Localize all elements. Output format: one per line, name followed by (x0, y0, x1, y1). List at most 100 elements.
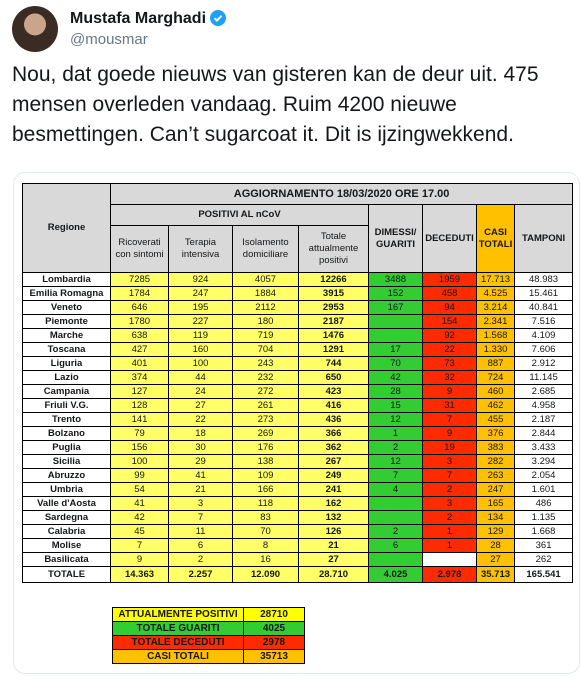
data-row: Basilicata 9 2 16 27 27 262 (22, 552, 574, 567)
data-cell: 4 (368, 482, 423, 497)
data-cell: 724 (476, 370, 515, 385)
data-cell: 100 (168, 356, 233, 371)
region-name: Puglia (22, 440, 111, 455)
data-row: Campania 127 24 272 423 28 9 460 2.685 (22, 384, 574, 399)
data-cell: 7.516 (513, 314, 574, 329)
data-cell: 1780 (110, 314, 169, 329)
data-cell: 18 (168, 426, 233, 441)
data-cell: 455 (476, 412, 515, 427)
data-cell: 4057 (232, 272, 299, 287)
data-cell: 162 (298, 496, 369, 511)
data-cell: 15 (368, 398, 423, 413)
data-cell: 129 (476, 524, 515, 539)
tweet-header: Mustafa Marghadi @mousmar (12, 6, 572, 52)
data-cell: 27 (298, 552, 369, 567)
data-cell: 1476 (298, 328, 369, 343)
region-name: Veneto (22, 300, 111, 315)
data-cell: 744 (298, 356, 369, 371)
data-cell: 2 (422, 510, 477, 525)
tweet-image[interactable]: Regione AGGIORNAMENTO 18/03/2020 ORE 17.0… (13, 172, 580, 674)
data-cell: 128 (110, 398, 169, 413)
data-cell: 263 (476, 468, 515, 483)
data-cell: 141 (110, 412, 169, 427)
header-row: Regione AGGIORNAMENTO 18/03/2020 ORE 17.0… (22, 183, 574, 273)
data-cell: 282 (476, 454, 515, 469)
region-name: Lombardia (22, 272, 111, 287)
summary-table: ATTUALMENTE POSITIVI 28710 TOTALE GUARITI 4… (112, 607, 305, 664)
data-cell: 132 (298, 510, 369, 525)
data-cell: 70 (368, 356, 423, 371)
summary-label: CASI TOTALI (112, 649, 244, 664)
data-cell: 3.433 (513, 440, 574, 455)
data-row: Sicilia 100 29 138 267 12 3 282 3.294 (22, 454, 574, 469)
data-cell: 22 (422, 342, 477, 357)
data-cell: 7 (110, 538, 169, 553)
data-cell: 924 (168, 272, 233, 287)
total-row: TOTALE 14.363 2.257 12.090 28.710 4.025 2.978 3… (22, 566, 574, 583)
data-cell: 362 (298, 440, 369, 455)
data-cell: 73 (422, 356, 477, 371)
data-cell: 42 (110, 510, 169, 525)
data-cell: 638 (110, 328, 169, 343)
data-cell: 40.841 (513, 300, 574, 315)
data-cell: 272 (232, 384, 299, 399)
region-name: Campania (22, 384, 111, 399)
data-cell: 2112 (232, 300, 299, 315)
data-cell: 361 (513, 538, 574, 553)
data-cell: 48.983 (513, 272, 574, 287)
data-cell: 7 (168, 510, 233, 525)
region-name: Emilia Romagna (22, 286, 111, 301)
data-row: Puglia 156 30 176 362 2 19 383 3.433 (22, 440, 574, 455)
data-cell: 29 (168, 454, 233, 469)
data-cell (422, 552, 477, 567)
data-cell: 176 (232, 440, 299, 455)
region-name: Marche (22, 328, 111, 343)
data-cell: 1784 (110, 286, 169, 301)
total-cell: 14.363 (110, 566, 169, 583)
data-cell: 2.685 (513, 384, 574, 399)
data-cell: 704 (232, 342, 299, 357)
data-cell: 79 (110, 426, 169, 441)
data-cell: 383 (476, 440, 515, 455)
data-row: Marche 638 119 719 1476 92 1.568 4.109 (22, 328, 574, 343)
data-cell: 9 (110, 552, 169, 567)
data-cell: 2953 (298, 300, 369, 315)
data-cell: 42 (368, 370, 423, 385)
data-cell: 19 (422, 440, 477, 455)
data-cell: 4.525 (476, 286, 515, 301)
data-cell: 269 (232, 426, 299, 441)
data-cell: 427 (110, 342, 169, 357)
region-name: Liguria (22, 356, 111, 371)
user-name[interactable]: Mustafa Marghadi (70, 10, 207, 27)
data-cell: 99 (110, 468, 169, 483)
data-cell: 249 (298, 468, 369, 483)
data-cell: 436 (298, 412, 369, 427)
data-cell: 273 (232, 412, 299, 427)
region-name: Basilicata (22, 552, 111, 567)
data-row: Friuli V.G. 128 27 261 416 15 31 462 4.958 (22, 398, 574, 413)
data-cell: 11 (168, 524, 233, 539)
data-cell: 376 (476, 426, 515, 441)
data-row: Valle d'Aosta 41 3 118 162 3 165 486 (22, 496, 574, 511)
data-cell: 2187 (298, 314, 369, 329)
data-cell: 2 (168, 552, 233, 567)
summary-label: TOTALE GUARITI (112, 621, 244, 636)
summary-row: ATTUALMENTE POSITIVI 28710 (112, 607, 305, 622)
total-cell: 4.025 (368, 566, 423, 583)
data-cell: 154 (422, 314, 477, 329)
data-cell: 15.461 (513, 286, 574, 301)
data-cell (368, 552, 423, 567)
data-cell: 366 (298, 426, 369, 441)
data-cell: 7 (422, 468, 477, 483)
data-cell: 1959 (422, 272, 477, 287)
data-cell: 1 (422, 524, 477, 539)
data-row: Umbria 54 21 166 241 4 2 247 1.601 (22, 482, 574, 497)
data-cell: 8 (232, 538, 299, 553)
user-handle[interactable]: @mousmar (70, 31, 148, 48)
data-cell: 1.601 (513, 482, 574, 497)
data-cell: 243 (232, 356, 299, 371)
data-cell: 262 (513, 552, 574, 567)
data-cell: 45 (110, 524, 169, 539)
avatar[interactable] (12, 6, 58, 52)
